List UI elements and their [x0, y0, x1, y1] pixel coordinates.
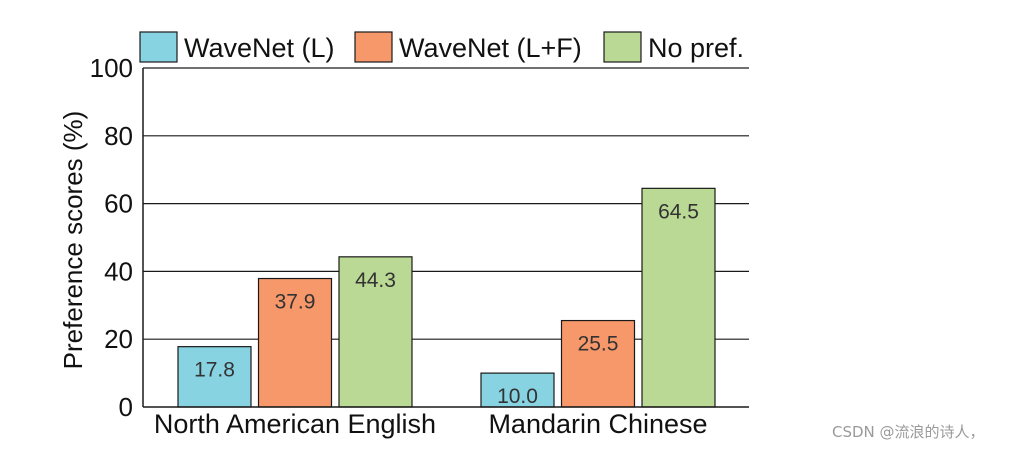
- category-labels: North American English Mandarin Chinese: [154, 409, 708, 439]
- y-tick-label-80: 80: [104, 121, 133, 151]
- y-tick-labels: 0 20 40 60 80 100: [90, 53, 133, 422]
- y-tick-label-100: 100: [90, 53, 133, 83]
- legend-swatch-2: [354, 31, 393, 63]
- category-label-1: North American English: [154, 409, 436, 439]
- bar-1-2: [480, 372, 555, 408]
- category-label-2: Mandarin Chinese: [488, 409, 707, 439]
- bars: [177, 187, 716, 408]
- bar-1-1: [177, 346, 252, 408]
- data-label-1-2: 10.0: [497, 385, 538, 408]
- legend-label-2: WaveNet (L+F): [399, 33, 582, 63]
- data-label-3-1: 44.3: [355, 269, 396, 292]
- bar-3-2: [641, 187, 716, 408]
- axes: [142, 68, 749, 408]
- legend-swatch-3: [603, 31, 642, 63]
- data-label-3-2: 64.5: [658, 200, 699, 223]
- data-label-1-1: 17.8: [194, 359, 235, 382]
- data-labels: 17.8 37.9 44.3 10.0 25.5 64.5: [194, 200, 699, 408]
- y-tick-label-20: 20: [104, 324, 133, 354]
- y-tick-label-60: 60: [104, 189, 133, 219]
- y-tick-label-0: 0: [119, 392, 133, 422]
- legend-label-1: WaveNet (L): [184, 33, 335, 63]
- legend-swatch-1: [139, 31, 178, 63]
- y-axis-title: Preference scores (%): [58, 111, 88, 370]
- bar-3-1: [338, 256, 413, 408]
- data-label-2-1: 37.9: [275, 291, 316, 314]
- legend: WaveNet (L) WaveNet (L+F) No pref.: [139, 31, 744, 63]
- legend-label-3: No pref.: [648, 33, 744, 63]
- bar-2-2: [560, 319, 636, 408]
- y-tick-label-40: 40: [104, 256, 133, 286]
- data-label-2-2: 25.5: [578, 333, 619, 356]
- watermark: CSDN @流浪的诗人，: [832, 423, 985, 441]
